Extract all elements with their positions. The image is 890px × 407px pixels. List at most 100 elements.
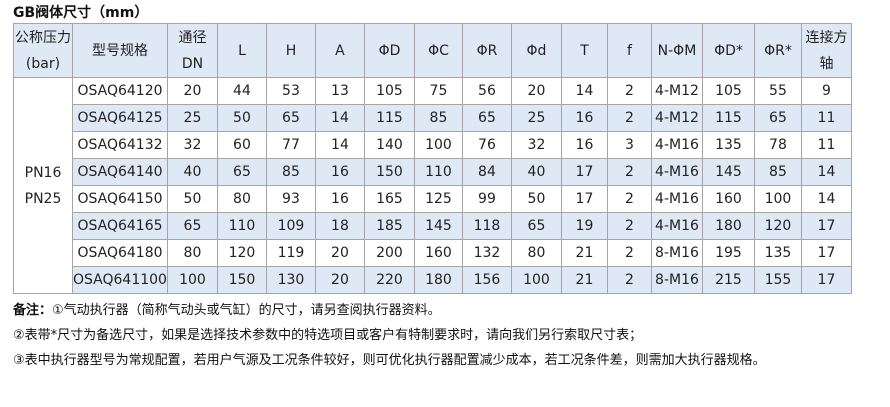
table-row: PN16 PN25 OSAQ64120 20 44 53 13 105 75 56 20 14 2 4-M… bbox=[13, 77, 852, 294]
column-header-line: 公称压力 bbox=[15, 29, 71, 46]
column-header: H bbox=[265, 23, 316, 78]
value-cell: 65 bbox=[753, 104, 802, 132]
table-row: OSAQ64165 65 110 109 18 185 145 118 65 19 2 4-M16 18… bbox=[14, 212, 852, 240]
value-cell: 125 bbox=[413, 185, 463, 213]
value-cell: 220 bbox=[363, 266, 415, 294]
column-header-line: N-ΦM bbox=[657, 42, 697, 59]
model-cell: OSAQ64150 bbox=[72, 185, 168, 213]
value-cell: 20 bbox=[314, 239, 365, 267]
value-cell: 40 bbox=[166, 158, 218, 186]
value-cell: 145 bbox=[413, 212, 463, 240]
value-cell: 60 bbox=[216, 131, 267, 159]
value-cell: 2 bbox=[606, 212, 652, 240]
column-header: L bbox=[216, 23, 267, 78]
value-cell: 118 bbox=[461, 212, 512, 240]
value-cell: 2 bbox=[606, 185, 652, 213]
column-header-line: ΦD* bbox=[714, 42, 743, 59]
value-cell: 4-M16 bbox=[650, 185, 703, 213]
value-cell: 20 bbox=[510, 77, 562, 105]
column-header: 连接方轴 bbox=[800, 23, 852, 78]
value-cell: 4-M16 bbox=[650, 131, 703, 159]
value-cell: 77 bbox=[265, 131, 316, 159]
column-header-line: Φd bbox=[526, 42, 547, 59]
value-cell: 32 bbox=[166, 131, 218, 159]
value-cell: 65 bbox=[166, 212, 218, 240]
value-cell: 80 bbox=[510, 239, 562, 267]
column-header-line: 型号规格 bbox=[91, 42, 148, 59]
value-cell: 17 bbox=[560, 158, 608, 186]
value-cell: 135 bbox=[701, 131, 755, 159]
value-cell: 14 bbox=[800, 158, 852, 186]
value-cell: 100 bbox=[166, 266, 218, 294]
value-cell: 119 bbox=[265, 239, 316, 267]
value-cell: 4-M12 bbox=[650, 104, 703, 132]
value-cell: 40 bbox=[510, 158, 562, 186]
column-header-line: ΦR* bbox=[764, 42, 792, 59]
value-cell: 99 bbox=[461, 185, 512, 213]
value-cell: 11 bbox=[800, 131, 852, 159]
value-cell: 185 bbox=[363, 212, 415, 240]
table-row: OSAQ64180 80 120 119 20 200 160 132 80 21 2 8-M16 19… bbox=[14, 239, 852, 267]
value-cell: 21 bbox=[560, 266, 608, 294]
value-cell: 85 bbox=[265, 158, 316, 186]
column-header: f bbox=[606, 23, 652, 78]
value-cell: 109 bbox=[265, 212, 316, 240]
value-cell: 132 bbox=[461, 239, 512, 267]
value-cell: 65 bbox=[265, 104, 316, 132]
model-cell: OSAQ64165 bbox=[72, 212, 168, 240]
value-cell: 100 bbox=[510, 266, 562, 294]
value-cell: 65 bbox=[461, 104, 512, 132]
value-cell: 80 bbox=[166, 239, 218, 267]
table-row: OSAQ64150 50 80 93 16 165 125 99 50 17 2 4-M16 160 10… bbox=[14, 185, 852, 213]
value-cell: 115 bbox=[363, 104, 415, 132]
value-cell: 17 bbox=[800, 266, 852, 294]
column-header: 公称压力 (bar) bbox=[13, 23, 73, 78]
column-header-line: ΦC bbox=[428, 42, 449, 59]
value-cell: 145 bbox=[701, 158, 755, 186]
value-cell: 110 bbox=[216, 212, 267, 240]
value-cell: 110 bbox=[413, 158, 463, 186]
value-cell: 14 bbox=[314, 104, 365, 132]
column-header-line: 连接方 bbox=[805, 29, 848, 46]
column-header-line: 轴 bbox=[819, 55, 834, 72]
value-cell: 3 bbox=[606, 131, 652, 159]
column-header: ΦR* bbox=[753, 23, 802, 78]
value-cell: 105 bbox=[363, 77, 415, 105]
value-cell: 18 bbox=[314, 212, 365, 240]
column-header-line: ΦR bbox=[476, 42, 498, 59]
column-header: 型号规格 bbox=[72, 23, 168, 78]
note-3: ③表中执行器型号为常规配置，若用户气源及工况条件较好，则可优化执行器配置减少成本… bbox=[13, 353, 766, 368]
value-cell: 14 bbox=[560, 77, 608, 105]
table-row: OSAQ64140 40 65 85 16 150 110 84 40 17 2 4-M16 145 85… bbox=[14, 158, 852, 186]
value-cell: 65 bbox=[510, 212, 562, 240]
value-cell: 200 bbox=[363, 239, 415, 267]
value-cell: 44 bbox=[216, 77, 267, 105]
value-cell: 16 bbox=[560, 131, 608, 159]
value-cell: 160 bbox=[701, 185, 755, 213]
value-cell: 11 bbox=[800, 104, 852, 132]
model-cell: OSAQ64180 bbox=[72, 239, 168, 267]
value-cell: 20 bbox=[314, 266, 365, 294]
value-cell: 84 bbox=[461, 158, 512, 186]
column-header: ΦD bbox=[363, 23, 415, 78]
value-cell: 78 bbox=[753, 131, 802, 159]
column-header-line: DN bbox=[181, 55, 204, 72]
value-cell: 120 bbox=[216, 239, 267, 267]
note-1: 备注：①气动执行器（简称气动头或气缸）的尺寸，请另查阅执行器资料。 bbox=[13, 299, 441, 318]
value-cell: 20 bbox=[166, 77, 218, 105]
pressure-cell: PN16 PN25 bbox=[13, 77, 73, 294]
pressure-value: PN16 bbox=[24, 164, 62, 181]
value-cell: 4-M12 bbox=[650, 77, 703, 105]
column-header-line: f bbox=[627, 42, 632, 59]
value-cell: 2 bbox=[606, 104, 652, 132]
column-header: ΦD* bbox=[701, 23, 755, 78]
model-cell: OSAQ64120 bbox=[72, 77, 168, 105]
column-header: 通径 DN bbox=[166, 23, 218, 78]
column-header-line: ΦD bbox=[378, 42, 401, 59]
notes-label: 备注： bbox=[13, 303, 53, 318]
value-cell: 56 bbox=[461, 77, 512, 105]
value-cell: 155 bbox=[753, 266, 802, 294]
table-row: OSAQ64132 32 60 77 14 140 100 76 32 16 3 4-M16 135 78… bbox=[14, 131, 852, 159]
column-header-line: L bbox=[238, 42, 246, 59]
